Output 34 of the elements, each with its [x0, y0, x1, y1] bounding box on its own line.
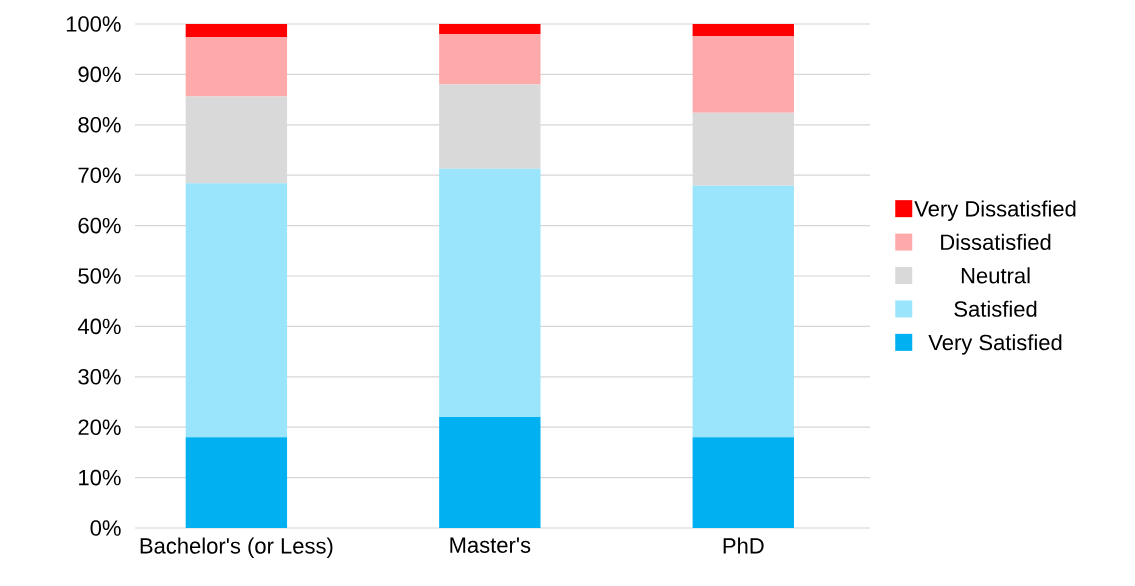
- x-tick-label: PhD: [723, 537, 764, 554]
- bar: [439, 417, 541, 528]
- y-tick-label: 40%: [77, 318, 121, 335]
- x-tick-label: Master's: [450, 537, 531, 553]
- bar: [185, 24, 288, 38]
- y-tick-label: 0%: [90, 520, 121, 536]
- bar: [692, 112, 794, 186]
- bar: [692, 36, 794, 113]
- y-tick-label: 50%: [78, 268, 121, 284]
- bar: [439, 168, 541, 418]
- y-tick-label: 20%: [78, 419, 121, 435]
- bar: [185, 96, 288, 184]
- legend-label: Dissatisfied: [941, 233, 1051, 251]
- bar: [185, 183, 288, 438]
- y-tick-label: 10%: [79, 469, 121, 486]
- bar: [185, 437, 288, 528]
- legend-label: Very Dissatisfied: [914, 200, 1076, 221]
- y-tick-label: 80%: [78, 117, 121, 133]
- x-tick-label: Bachelor's (or Less): [140, 537, 333, 559]
- y-tick-label: 30%: [78, 369, 121, 385]
- y-tick-label: 90%: [78, 66, 121, 83]
- bar: [439, 24, 541, 35]
- bar: [439, 34, 541, 85]
- bar: [692, 24, 794, 37]
- legend-label: Very Satisfied: [928, 334, 1062, 355]
- y-tick-label: 70%: [78, 167, 121, 183]
- y-tick-label: 60%: [78, 217, 121, 234]
- legend-label: Satisfied: [954, 300, 1037, 317]
- bar: [185, 37, 288, 97]
- bar: [692, 185, 794, 438]
- y-tick-label: 100%: [66, 16, 121, 32]
- bar: [439, 84, 541, 169]
- bar: [692, 437, 794, 528]
- legend-label: Neutral: [961, 267, 1030, 284]
